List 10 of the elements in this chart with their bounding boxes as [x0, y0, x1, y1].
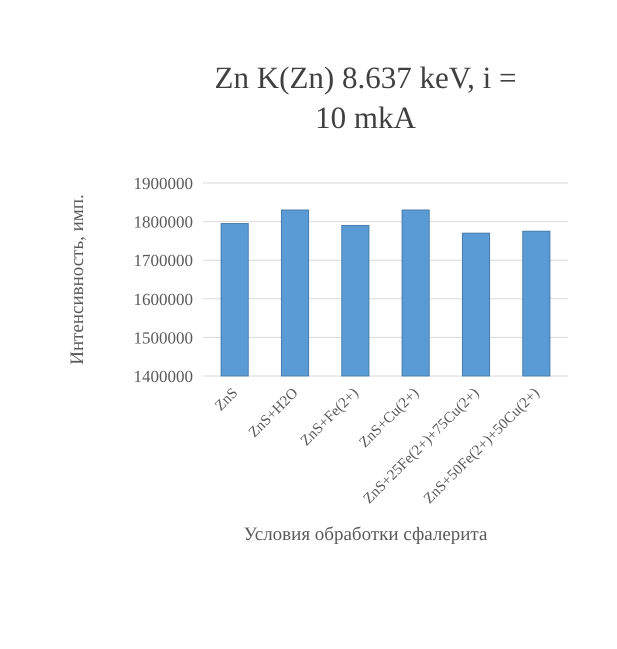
y-axis-title: Интенсивность, имп.: [67, 194, 88, 365]
y-tick-label: 1900000: [134, 174, 193, 193]
y-tick-label: 1800000: [134, 212, 193, 232]
y-tick-label: 1400000: [134, 366, 193, 386]
x-axis-title: Условия обработки сфалерита: [244, 524, 488, 545]
x-tick-label: ZnS: [212, 385, 242, 414]
y-tick-label: 1600000: [134, 290, 193, 309]
chart-title: Zn K(Zn) 8.637 keV, i = 10 mkA: [214, 60, 516, 135]
y-tick-label: 1500000: [134, 328, 193, 348]
y-tick-label: 1700000: [134, 251, 193, 270]
